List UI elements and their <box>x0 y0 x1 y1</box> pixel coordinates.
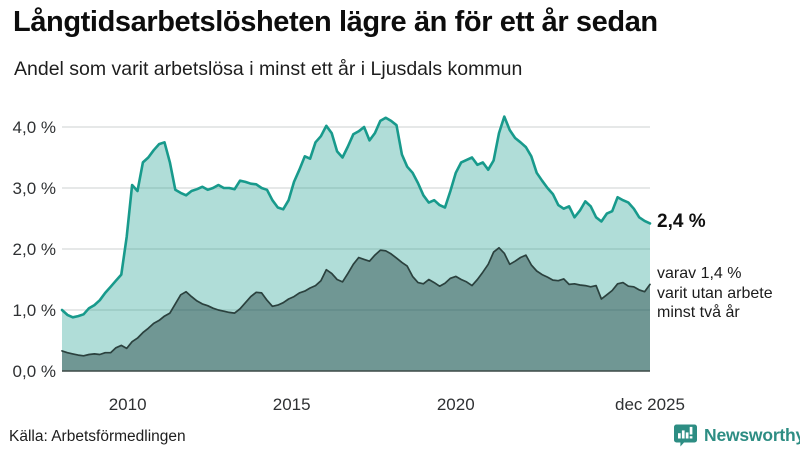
newsworthy-speech-bubble-bars-icon <box>674 424 697 447</box>
annotation-line: varav 1,4 % <box>657 265 742 282</box>
x-axis-tick-label: 2015 <box>273 395 311 414</box>
y-axis-tick-label: 3,0 % <box>13 179 56 198</box>
y-axis-tick-label: 4,0 % <box>13 118 56 137</box>
y-axis-tick-label: 1,0 % <box>13 301 56 320</box>
series-end-label-two-years: varav 1,4 % varit utan arbete minst två … <box>657 264 773 323</box>
y-axis-tick-label: 2,0 % <box>13 240 56 259</box>
unemployed-at-least-two-years-line <box>61 246 651 357</box>
unemployed-at-least-one-year-line <box>60 115 652 319</box>
unemployed-at-least-one-year-area <box>62 116 650 371</box>
x-axis-tick-label: dec 2025 <box>615 395 685 414</box>
x-axis-tick-label: 2010 <box>109 395 147 414</box>
x-axis-tick-label: 2020 <box>437 395 475 414</box>
annotation-line: minst två år <box>657 304 740 321</box>
y-axis-tick-label: 0,0 % <box>13 362 56 381</box>
unemployed-at-least-two-years-area <box>62 247 650 371</box>
newsworthy-logo[interactable]: Newsworthy <box>673 423 800 448</box>
source-caption: Källa: Arbetsförmedlingen <box>9 428 186 445</box>
page-title: Långtidsarbetslösheten lägre än för ett … <box>13 6 658 38</box>
newsworthy-logo-text: Newsworthy <box>704 425 800 445</box>
series-end-label-total: 2,4 % <box>657 211 706 232</box>
annotation-line: varit utan arbete <box>657 284 773 302</box>
page-subtitle: Andel som varit arbetslösa i minst ett å… <box>14 58 523 80</box>
